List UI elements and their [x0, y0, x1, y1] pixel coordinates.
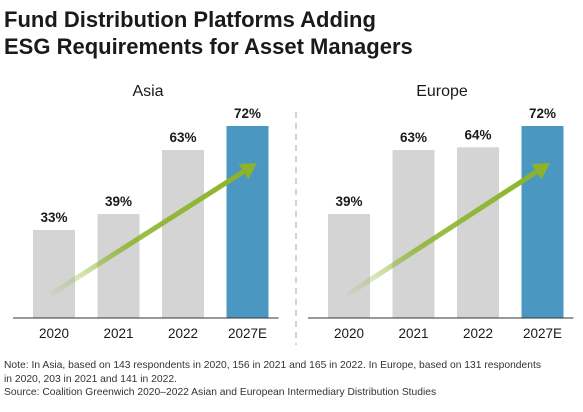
bar-asia-2021: [97, 214, 140, 318]
value-label: 64%: [464, 127, 491, 142]
bar-charts: Asia 33% 2020 39% 2021 63% 2022 72% 2027E Europe 3…: [13, 83, 574, 345]
trend-arrow-shaft: [345, 169, 538, 298]
source-line: Source: Coalition Greenwich 2020–2022 As…: [4, 387, 437, 398]
x-tick-label: 2027E: [228, 326, 267, 341]
value-label: 63%: [169, 130, 196, 145]
x-tick-label: 2022: [463, 326, 493, 341]
value-label: 63%: [400, 130, 427, 145]
note-line-2: in 2020, 203 in 2021 and 141 in 2022.: [4, 373, 177, 385]
chart-notes: Note: In Asia, based on 143 respondents …: [4, 359, 582, 400]
bar-asia-2022: [162, 150, 204, 318]
bar-europe-2027e: [521, 126, 564, 318]
panel-title-asia: Asia: [132, 83, 163, 100]
value-label: 72%: [529, 106, 556, 121]
chart-title-line-2: ESG Requirements for Asset Managers: [4, 34, 413, 59]
trend-arrow-shaft: [48, 169, 245, 298]
value-label: 39%: [105, 194, 132, 209]
value-label: 72%: [234, 106, 261, 121]
bar-asia-2020: [33, 230, 75, 318]
x-tick-label: 2027E: [523, 326, 562, 341]
bar-europe-2022: [457, 147, 499, 318]
panel-title-europe: Europe: [416, 83, 468, 100]
x-tick-label: 2021: [398, 326, 428, 341]
note-line-1: Note: In Asia, based on 143 respondents …: [4, 360, 541, 371]
x-tick-label: 2020: [334, 326, 364, 341]
bar-asia-2027e: [226, 126, 269, 318]
value-label: 33%: [40, 210, 67, 225]
x-tick-label: 2022: [168, 326, 198, 341]
chart-title-line-1: Fund Distribution Platforms Adding: [4, 7, 376, 32]
x-tick-label: 2021: [103, 326, 133, 341]
trend-arrow-head: [238, 163, 257, 180]
value-label: 39%: [335, 194, 362, 209]
bar-europe-2020: [328, 214, 370, 318]
bar-europe-2021: [392, 150, 435, 318]
x-tick-label: 2020: [39, 326, 69, 341]
trend-arrow-head: [531, 163, 550, 180]
chart-title: Fund Distribution Platforms Adding ESG R…: [4, 6, 579, 60]
